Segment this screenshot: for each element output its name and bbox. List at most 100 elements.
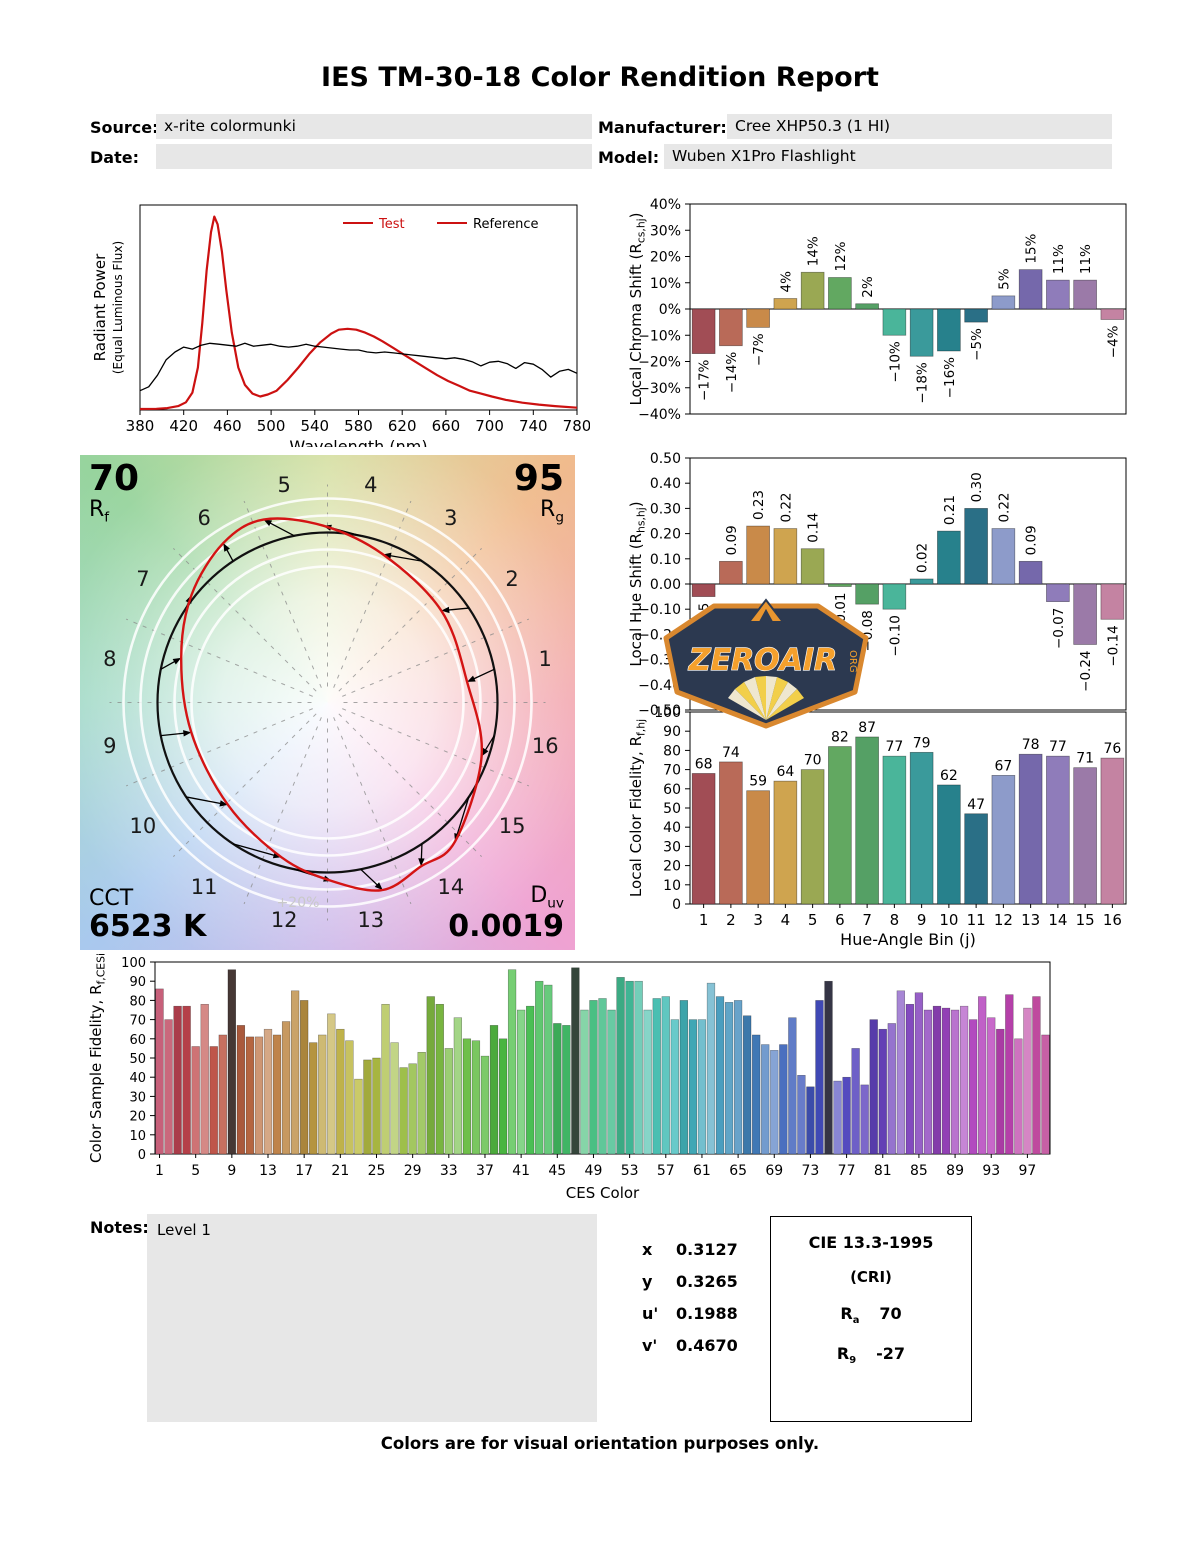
svg-text:37: 37 (476, 1163, 494, 1179)
svg-text:4: 4 (781, 911, 791, 929)
spd-chart: 380 420 460 500 540 580 620 660 700 740 780 Wavelen… (91, 204, 590, 447)
svg-text:Local Color Fidelity, Rf,hj: Local Color Fidelity, Rf,hj (628, 719, 648, 897)
svg-text:25: 25 (368, 1163, 386, 1179)
notes-label: Notes: (90, 1218, 149, 1237)
chromaticity-block: x 0.3127 y 0.3265 u' 0.1988 v' 0.4670 (642, 1240, 738, 1368)
svg-text:780: 780 (563, 417, 590, 435)
logo-org-text: ORG (847, 650, 858, 673)
svg-text:50: 50 (663, 801, 681, 817)
svg-text:10: 10 (939, 911, 958, 929)
svg-text:540: 540 (300, 417, 329, 435)
svg-text:77: 77 (1049, 739, 1067, 755)
svg-text:14: 14 (1048, 911, 1067, 929)
svg-text:71: 71 (1076, 751, 1094, 767)
svg-text:0.50: 0.50 (650, 451, 681, 467)
svg-text:0.14: 0.14 (806, 513, 822, 543)
svg-text:380: 380 (126, 417, 155, 435)
svg-text:40: 40 (663, 820, 681, 836)
svg-text:62: 62 (940, 768, 958, 784)
svg-text:620: 620 (388, 417, 417, 435)
svg-text:45: 45 (548, 1163, 566, 1179)
date-value (156, 144, 592, 169)
report-title: IES TM-30-18 Color Rendition Report (321, 62, 879, 93)
svg-text:0.22: 0.22 (778, 492, 794, 522)
model-label: Model: (598, 148, 660, 167)
svg-text:0.23: 0.23 (751, 490, 767, 520)
svg-text:100: 100 (121, 956, 146, 971)
svg-text:Radiant Power: Radiant Power (91, 253, 109, 362)
svg-text:Hue-Angle Bin (j): Hue-Angle Bin (j) (840, 930, 976, 949)
model-value: Wuben X1Pro Flashlight (664, 144, 1112, 169)
svg-text:15: 15 (499, 814, 526, 838)
svg-text:(Equal Luminous Flux): (Equal Luminous Flux) (111, 241, 125, 374)
svg-text:2: 2 (726, 911, 736, 929)
svg-text:Local Hue Shift (Rhs,hj): Local Hue Shift (Rhs,hj) (628, 501, 648, 666)
svg-text:64: 64 (776, 764, 794, 780)
svg-text:73: 73 (802, 1163, 820, 1179)
svg-text:16: 16 (532, 734, 559, 758)
svg-text:2%: 2% (860, 276, 876, 298)
svg-text:40%: 40% (650, 197, 681, 213)
svg-text:93: 93 (982, 1163, 1000, 1179)
svg-text:47: 47 (967, 797, 985, 813)
svg-text:−5%: −5% (969, 328, 985, 361)
svg-text:11: 11 (191, 875, 218, 899)
svg-text:13: 13 (357, 908, 384, 932)
svg-text:60: 60 (129, 1033, 146, 1048)
svg-text:1: 1 (539, 647, 552, 671)
notes-box: Level 1 (147, 1214, 597, 1422)
svg-text:30%: 30% (650, 223, 681, 239)
svg-text:−20%: −20% (638, 355, 681, 371)
svg-text:9: 9 (227, 1163, 236, 1179)
svg-text:79: 79 (913, 735, 931, 751)
chromaticity-v: v' 0.4670 (642, 1336, 738, 1355)
svg-text:11: 11 (967, 911, 986, 929)
svg-text:13: 13 (1021, 911, 1040, 929)
svg-text:20: 20 (129, 1110, 146, 1125)
svg-text:Reference: Reference (473, 217, 538, 232)
svg-text:9: 9 (103, 734, 116, 758)
svg-text:−30%: −30% (638, 381, 681, 397)
svg-text:14: 14 (437, 875, 464, 899)
svg-text:0.22: 0.22 (996, 492, 1012, 522)
svg-text:15%: 15% (1024, 233, 1040, 263)
svg-text:−17%: −17% (697, 359, 713, 400)
svg-text:76: 76 (1103, 741, 1121, 757)
svg-text:16: 16 (1103, 911, 1122, 929)
svg-text:+20%: +20% (277, 895, 320, 911)
rf-readout: 70 Rf (89, 460, 139, 525)
cri-title: CIE 13.3-1995 (808, 1233, 934, 1252)
svg-text:8: 8 (890, 911, 900, 929)
cct-value: 6523 K (89, 908, 207, 944)
svg-text:500: 500 (257, 417, 286, 435)
svg-text:49: 49 (585, 1163, 603, 1179)
svg-text:82: 82 (831, 730, 849, 746)
svg-text:−0.07: −0.07 (1051, 608, 1067, 649)
svg-text:70: 70 (804, 753, 822, 769)
svg-text:0.30: 0.30 (650, 501, 681, 517)
svg-text:6: 6 (197, 506, 210, 530)
svg-text:740: 740 (519, 417, 548, 435)
logo-emblem (746, 598, 786, 623)
logo-badge-shape (663, 603, 869, 729)
svg-text:0.02: 0.02 (915, 543, 931, 573)
svg-text:0: 0 (672, 897, 681, 913)
svg-text:−40%: −40% (638, 407, 681, 423)
source-label: Source: (90, 118, 159, 137)
cri-r9-row: R9 -27 (836, 1344, 906, 1367)
svg-text:Local Chroma Shift (Rcs,hj): Local Chroma Shift (Rcs,hj) (628, 212, 648, 405)
svg-text:89: 89 (946, 1163, 964, 1179)
svg-text:100: 100 (654, 705, 681, 721)
svg-text:13: 13 (259, 1163, 277, 1179)
svg-text:70: 70 (129, 1014, 146, 1029)
footer-note: Colors are for visual orientation purpos… (380, 1434, 820, 1453)
svg-text:12: 12 (271, 908, 298, 932)
local-fidelity-chart: 0102030405060708090100681742593644705826… (628, 705, 1127, 949)
svg-text:85: 85 (910, 1163, 928, 1179)
svg-text:68: 68 (695, 756, 713, 772)
svg-text:1: 1 (155, 1163, 164, 1179)
svg-text:11%: 11% (1078, 244, 1094, 274)
logo-rays (728, 676, 804, 720)
duv-readout: Duv 0.0019 (448, 884, 564, 942)
cri-box: CIE 13.3-1995 (CRI) Ra 70 R9 -27 (770, 1216, 972, 1422)
